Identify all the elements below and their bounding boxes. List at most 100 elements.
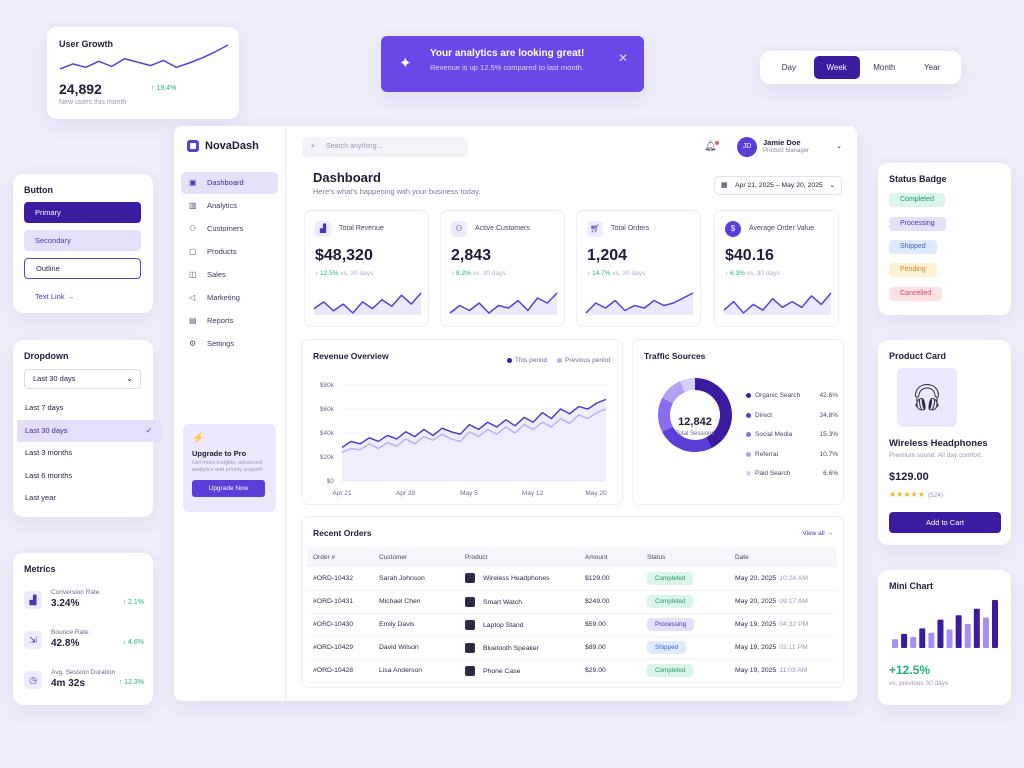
customer-name: Lisa Anderson [373,659,459,683]
status-badge: Pending [889,263,937,277]
review-count: (524) [927,492,944,499]
dropdown-option[interactable]: Last 6 months [25,470,73,480]
legend-dot [746,412,751,418]
x-tick-label: May 20 [585,490,607,497]
segment-week[interactable]: Week [813,56,860,79]
primary-button[interactable]: Primary [24,202,141,223]
dropdown-option[interactable]: Last year [25,493,56,502]
traffic-source-label: Paid Search [755,470,791,477]
x-tick-label: May 5 [460,490,478,497]
metric-change: ↓ 4.6% [122,639,144,646]
segment-year[interactable]: Year [924,63,941,72]
kpi-change: ↑ 12.5% vs. 30 days [315,270,373,277]
product-name: Bluetooth Speaker [483,644,539,652]
column-header[interactable]: Product [459,547,579,567]
kpi-label: Active Customers [475,225,530,232]
kpi-card-aov: $ Average Order Value $40.16 ↑ 6.3% vs. … [714,210,839,327]
sidebar-item-customers[interactable]: ⚇ Customers [181,218,278,240]
search-input[interactable]: ⌕ Search anything... [302,137,468,157]
headphones-icon[interactable]: 🎧︎ [897,368,957,427]
dropdown-menu: Last 7 days Last 30 days ✓ Last 3 months … [17,397,161,510]
column-header[interactable]: Order # [307,547,373,567]
banner-subtitle: Revenue is up 12.5% compared to last mon… [430,63,584,72]
dropdown-option-selected[interactable]: Last 30 days ✓ [17,419,161,442]
upgrade-now-button[interactable]: Upgrade Now [192,480,265,497]
kpi-value: $48,320 [315,247,373,264]
sidebar-item-dashboard[interactable]: ▣ Dashboard [181,172,278,194]
bell-icon[interactable]: 🔔︎ [704,141,719,152]
bolt-icon: ⚡ [192,433,205,444]
sidebar-item-settings[interactable]: ⚙ Settings [181,333,278,355]
dropdown-select[interactable]: Last 30 days ⌄ [24,369,141,389]
mini-bar-chart [892,600,998,648]
chevron-down-icon: ⌄ [126,374,133,383]
status-badge: Completed [647,571,694,585]
table-row[interactable]: #ORD-10432 Sarah Johnson Wireless Headph… [307,567,837,591]
segment-month[interactable]: Month [873,63,896,72]
dropdown-option[interactable]: Last 3 months [25,448,73,457]
sidebar-item-marketing[interactable]: ◁ Marketing [181,287,278,309]
kpi-period: vs. 30 days [612,270,646,277]
kpi-change: ↑ 14.7% vs. 30 days [587,270,645,277]
chevron-down-icon: ⌄ [836,143,842,150]
column-header[interactable]: Amount [579,547,641,567]
order-id[interactable]: #ORD-10432 [307,567,373,591]
view-all-link[interactable]: View all → [802,530,833,537]
text-link-button[interactable]: Text Link → [24,286,141,307]
table-row[interactable]: #ORD-10431 Michael Chen Smart Watch $249… [307,590,837,614]
order-id[interactable]: #ORD-10431 [307,590,373,614]
sparkline-line [449,292,558,314]
order-id[interactable]: #ORD-10430 [307,613,373,637]
status-cell: Shipped [641,636,729,660]
add-to-cart-button[interactable]: Add to Cart [889,512,1001,533]
status-badge: Completed [647,595,694,608]
mini-bar [973,608,980,648]
legend-dot [507,357,512,363]
metric-change: ↑ 12.3% [118,679,144,686]
column-header[interactable]: Status [641,547,729,567]
table-row[interactable]: #ORD-10428 Lisa Anderson Phone Case $29.… [307,659,837,683]
donut-slice [658,397,673,433]
column-header[interactable]: Customer [373,547,459,567]
status-badge-title: Status Badge [889,174,947,184]
upgrade-description: Get more insights, advanced analytics an… [192,460,264,473]
outline-button[interactable]: Outline [24,258,141,279]
button-showcase-card: Button Primary Secondary Outline Text Li… [13,174,153,313]
sidebar-item-products[interactable]: ▢ Products [181,241,278,263]
dropdown-option[interactable]: Last 7 days [25,403,64,412]
column-header[interactable]: Date [729,547,837,567]
dropdown-card-title: Dropdown [24,351,69,361]
order-id[interactable]: #ORD-10428 [307,659,373,683]
status-badge: Processing [889,217,946,231]
product-name: Wireless Headphones [483,575,550,583]
table-row[interactable]: #ORD-10430 Emily Davis Laptop Stand $59.… [307,613,837,637]
mini-bar [928,632,935,648]
segment-day[interactable]: Day [781,63,796,72]
sidebar: NovaDash ▣ Dashboard ▥ Analytics ⚇ Customer… [174,126,286,701]
order-time: 10:24 AM [779,574,808,582]
date-range-picker[interactable]: ▦ Apr 21, 2025 – May 20, 2025 ⌄ [714,176,842,195]
user-menu[interactable]: JD Jamie Doe Product Manager ⌄ [737,136,842,158]
user-name: Jamie Doe [763,138,801,147]
legend-dot [746,393,751,398]
order-id[interactable]: #ORD-10429 [307,636,373,660]
close-icon[interactable]: ✕ [617,51,628,65]
table-row[interactable]: #ORD-10429 David Wilson Bluetooth Speake… [307,636,837,660]
recent-orders-title: Recent Orders [313,528,372,538]
order-amount: $59.00 [579,613,641,637]
kpi-change-value: ↑ 12.5% [315,270,339,277]
secondary-button[interactable]: Secondary [24,230,141,251]
analytics-icon: ▥ [189,201,197,210]
button-card-title: Button [24,185,53,195]
order-time: 09:17 AM [779,598,808,605]
app-logo[interactable]: NovaDash [187,140,259,153]
sidebar-item-reports[interactable]: ▤ Reports [181,310,278,332]
cart-icon: 🛒︎ [587,221,603,237]
sidebar-item-analytics[interactable]: ▥ Analytics [181,195,278,217]
sparkline-area [314,293,421,315]
sidebar-item-sales[interactable]: ◫ Sales [181,264,278,286]
kpi-label: Total Orders [611,225,650,232]
order-date-cell: May 19, 2025 11:03 AM [729,659,837,683]
text-link-label: Text Link [35,292,65,301]
dropdown-showcase-card: Dropdown Last 30 days ⌄ Last 7 days Last … [13,340,161,517]
